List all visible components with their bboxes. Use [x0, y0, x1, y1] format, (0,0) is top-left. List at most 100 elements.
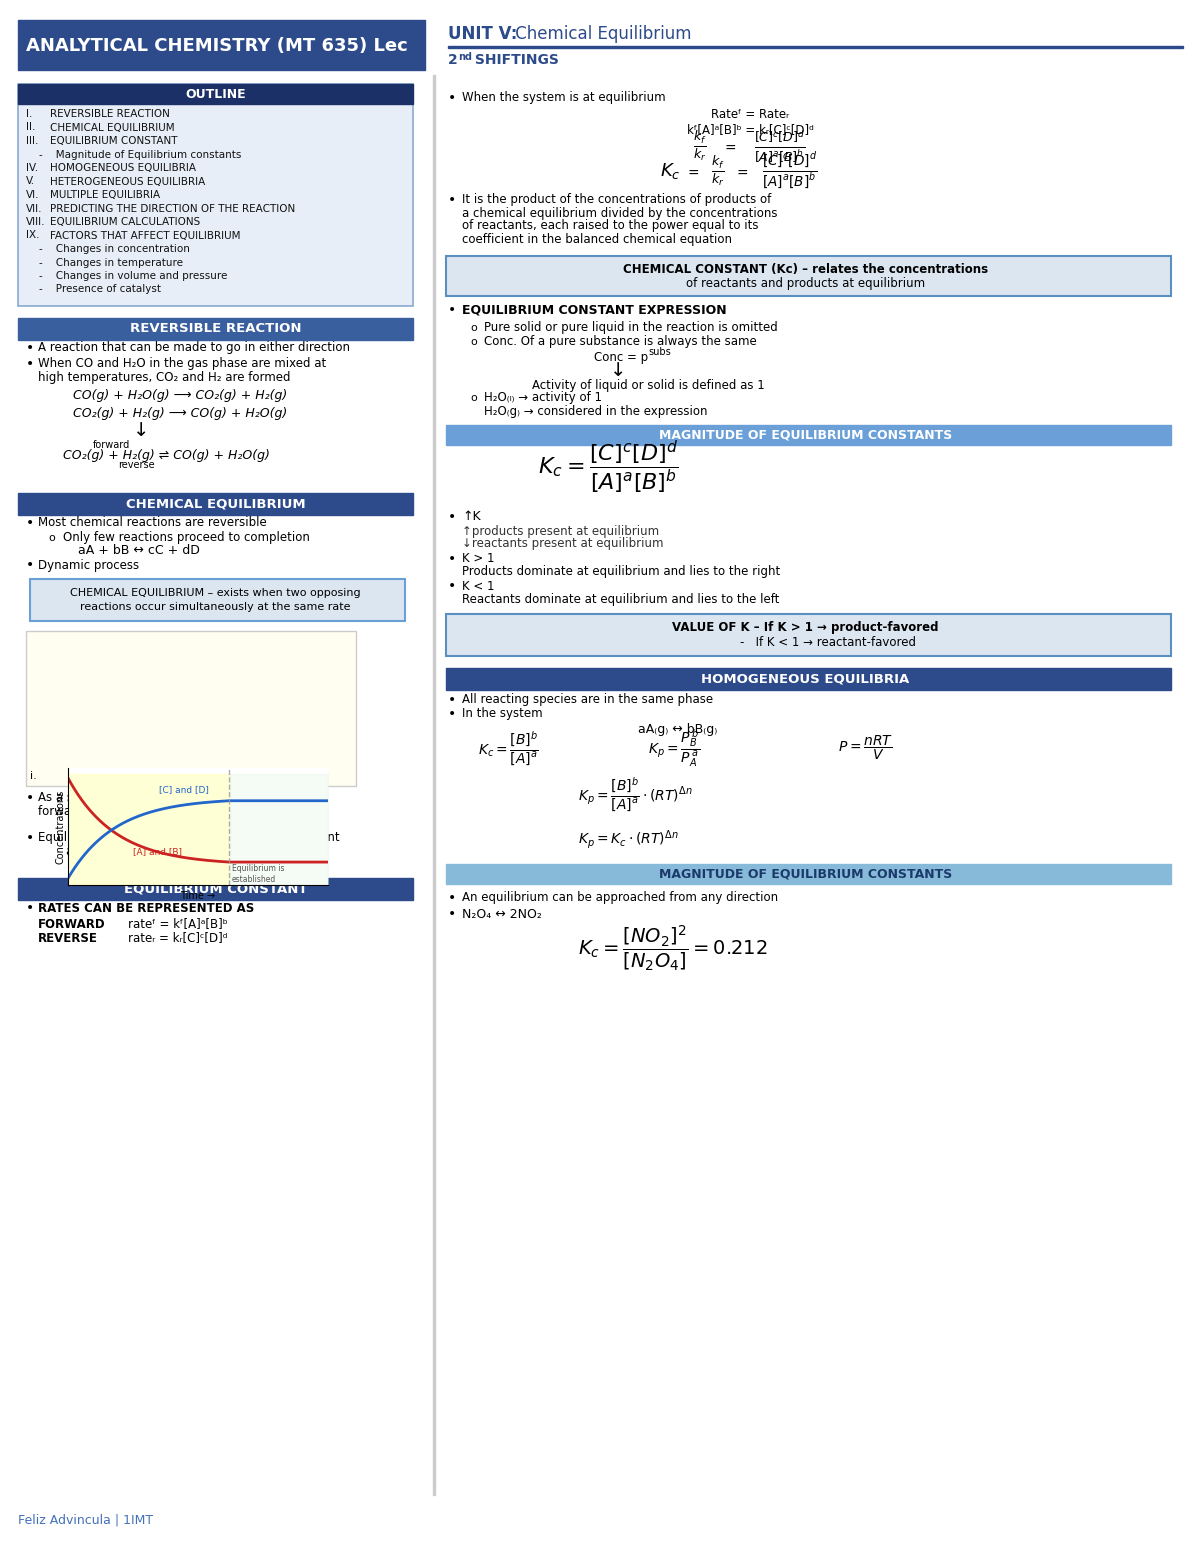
Bar: [30, 579, 406, 621]
Text: IX.: IX.: [26, 230, 40, 241]
Text: rateᵣ = kᵣ[C]ᶜ[D]ᵈ: rateᵣ = kᵣ[C]ᶜ[D]ᵈ: [128, 932, 228, 944]
Text: Reactants dominate at equilibrium and lies to the left: Reactants dominate at equilibrium and li…: [462, 593, 779, 606]
Text: kᶠ[A]ᵃ[B]ᵇ = kᵣ[C]ᶜ[D]ᵈ: kᶠ[A]ᵃ[B]ᵇ = kᵣ[C]ᶜ[D]ᵈ: [686, 124, 814, 137]
Text: $\frac{k_f}{k_r}$: $\frac{k_f}{k_r}$: [712, 154, 725, 188]
Text: VI.: VI.: [26, 189, 40, 200]
Text: I.: I.: [26, 109, 32, 120]
Text: •: •: [448, 693, 456, 707]
Text: constant: constant: [102, 857, 154, 871]
Text: VII.: VII.: [26, 203, 42, 213]
Text: N₂O₄ ↔ 2NO₂: N₂O₄ ↔ 2NO₂: [462, 907, 542, 921]
Text: REVERSIBLE REACTION: REVERSIBLE REACTION: [130, 323, 301, 335]
Text: -    Changes in concentration: - Changes in concentration: [26, 244, 190, 255]
Text: •: •: [448, 303, 456, 317]
Text: and product remains: and product remains: [66, 845, 190, 857]
Text: ANALYTICAL CHEMISTRY (MT 635) Lec: ANALYTICAL CHEMISTRY (MT 635) Lec: [26, 37, 408, 54]
Text: Activity of liquid or solid is defined as 1: Activity of liquid or solid is defined a…: [532, 379, 764, 391]
Text: •: •: [26, 831, 35, 845]
X-axis label: Time →: Time →: [180, 890, 216, 901]
Text: Rateᶠ = Rateᵣ: Rateᶠ = Rateᵣ: [710, 107, 790, 121]
Text: reactions occur simultaneously at the same rate: reactions occur simultaneously at the sa…: [80, 603, 350, 612]
Text: ↓: ↓: [133, 421, 149, 441]
Text: All reacting species are in the same phase: All reacting species are in the same pha…: [462, 694, 713, 707]
Text: •: •: [26, 357, 35, 371]
Bar: [446, 426, 1171, 446]
Text: i.: i.: [30, 770, 37, 781]
Text: o: o: [470, 323, 476, 332]
Text: V.: V.: [26, 177, 35, 186]
Text: =: =: [736, 168, 748, 182]
Text: II.: II.: [26, 123, 35, 132]
Text: $K_p = \dfrac{P_B^{\,b}}{P_A^{\,a}}$: $K_p = \dfrac{P_B^{\,b}}{P_A^{\,a}}$: [648, 727, 700, 769]
Text: forward: forward: [94, 439, 131, 450]
Text: •: •: [448, 707, 456, 721]
Text: o: o: [48, 533, 55, 544]
Text: coefficient in the balanced chemical equation: coefficient in the balanced chemical equ…: [462, 233, 732, 245]
Text: As a system approaches equilibrium, both the: As a system approaches equilibrium, both…: [38, 792, 311, 804]
Text: of reactants and products at equilibrium: of reactants and products at equilibrium: [686, 278, 925, 290]
Text: o: o: [470, 337, 476, 346]
Text: MAGNITUDE OF EQUILIBRIUM CONSTANTS: MAGNITUDE OF EQUILIBRIUM CONSTANTS: [659, 868, 952, 881]
Text: ↑K: ↑K: [462, 511, 481, 523]
Text: EQUILIBRIUM CALCULATIONS: EQUILIBRIUM CALCULATIONS: [50, 217, 200, 227]
Bar: [446, 613, 1171, 655]
Text: o: o: [470, 393, 476, 402]
Text: $K_p = \dfrac{[B]^b}{[A]^a} \cdot (RT)^{\Delta n}$: $K_p = \dfrac{[B]^b}{[A]^a} \cdot (RT)^{…: [578, 775, 692, 812]
Text: aA₍g₎ ↔ bB₍g₎: aA₍g₎ ↔ bB₍g₎: [638, 724, 718, 736]
Bar: [18, 492, 413, 516]
Text: CO₂(g) + H₂(g) ⇌ CO(g) + H₂O(g): CO₂(g) + H₂(g) ⇌ CO(g) + H₂O(g): [64, 449, 270, 461]
Bar: [26, 631, 356, 786]
Text: high temperatures, CO₂ and H₂ are formed: high temperatures, CO₂ and H₂ are formed: [38, 371, 290, 384]
Bar: [446, 863, 1171, 884]
Text: HOMOGENEOUS EQUILIBRIA: HOMOGENEOUS EQUILIBRIA: [701, 672, 910, 685]
Text: Feliz Advincula | 1IMT: Feliz Advincula | 1IMT: [18, 1514, 154, 1527]
Text: MULTIPLE EQUILIBRIA: MULTIPLE EQUILIBRIA: [50, 189, 160, 200]
Text: ↓reactants present at equilibrium: ↓reactants present at equilibrium: [462, 537, 664, 550]
Text: A reaction that can be made to go in either direction: A reaction that can be made to go in eit…: [38, 342, 350, 354]
Text: CHEMICAL EQUILIBRIUM – exists when two opposing: CHEMICAL EQUILIBRIUM – exists when two o…: [70, 589, 361, 598]
Text: EQUILIBRIUM CONSTANT: EQUILIBRIUM CONSTANT: [124, 882, 307, 896]
Text: •: •: [448, 891, 456, 905]
Text: RATES CAN BE REPRESENTED AS: RATES CAN BE REPRESENTED AS: [38, 901, 254, 915]
Text: $K_c = \dfrac{[C]^c[D]^d}{[A]^a[B]^b}$: $K_c = \dfrac{[C]^c[D]^d}{[A]^a[B]^b}$: [538, 438, 678, 495]
Bar: [18, 20, 425, 70]
Text: reverse: reverse: [118, 460, 155, 471]
Text: It is the product of the concentrations of products of: It is the product of the concentrations …: [462, 194, 772, 207]
Y-axis label: Concentrations: Concentrations: [55, 789, 65, 863]
Text: •: •: [448, 579, 456, 593]
Text: Only few reactions proceed to completion: Only few reactions proceed to completion: [64, 531, 310, 545]
Text: rateᶠ = kᶠ[A]ᵃ[B]ᵇ: rateᶠ = kᶠ[A]ᵃ[B]ᵇ: [128, 918, 228, 930]
Text: •: •: [448, 193, 456, 207]
Text: •: •: [448, 907, 456, 921]
Text: $\frac{[C]^c[D]^d}{[A]^a[B]^b}$: $\frac{[C]^c[D]^d}{[A]^a[B]^b}$: [762, 151, 818, 191]
Text: •: •: [26, 558, 35, 572]
Text: CHEMICAL CONSTANT (Kc) – relates the concentrations: CHEMICAL CONSTANT (Kc) – relates the con…: [623, 264, 988, 276]
Text: III.: III.: [26, 137, 38, 146]
Bar: [446, 668, 1171, 690]
Text: An equilibrium can be approached from any direction: An equilibrium can be approached from an…: [462, 891, 778, 904]
Text: •: •: [26, 516, 35, 530]
Text: ↑products present at equilibrium: ↑products present at equilibrium: [462, 525, 659, 537]
Text: CHEMICAL EQUILIBRIUM: CHEMICAL EQUILIBRIUM: [126, 497, 305, 511]
Text: H₂O₍g₎ → considered in the expression: H₂O₍g₎ → considered in the expression: [484, 405, 708, 418]
Text: PREDICTING THE DIRECTION OF THE REACTION: PREDICTING THE DIRECTION OF THE REACTION: [50, 203, 295, 213]
Text: CO₂(g) + H₂(g) ⟶ CO(g) + H₂O(g): CO₂(g) + H₂(g) ⟶ CO(g) + H₂O(g): [73, 407, 287, 421]
Bar: [18, 84, 413, 306]
Text: $\frac{[C]^c[D]^d}{[A]^a[B]^b}$: $\frac{[C]^c[D]^d}{[A]^a[B]^b}$: [755, 129, 805, 163]
Text: HETEROGENEOUS EQUILIBRIA: HETEROGENEOUS EQUILIBRIA: [50, 177, 205, 186]
Text: $K_p = K_c \cdot (RT)^{\Delta n}$: $K_p = K_c \cdot (RT)^{\Delta n}$: [578, 829, 678, 851]
Text: Chemical Equilibrium: Chemical Equilibrium: [510, 25, 691, 43]
Text: $P = \dfrac{nRT}{V}$: $P = \dfrac{nRT}{V}$: [838, 735, 893, 763]
Bar: [446, 256, 1171, 297]
Text: IV.: IV.: [26, 163, 38, 172]
Bar: [18, 84, 413, 104]
Text: Dynamic process: Dynamic process: [38, 559, 139, 572]
Text: REVERSIBLE REACTION: REVERSIBLE REACTION: [50, 109, 170, 120]
Text: Most chemical reactions are reversible: Most chemical reactions are reversible: [38, 517, 266, 530]
Text: Equilibrium is achieved → amount of each reactant: Equilibrium is achieved → amount of each…: [38, 831, 340, 845]
Text: •: •: [448, 509, 456, 523]
Text: [A] and [B]: [A] and [B]: [133, 846, 182, 856]
Text: In the system: In the system: [462, 708, 542, 721]
Text: $K_c = \dfrac{[B]^b}{[A]^a}$: $K_c = \dfrac{[B]^b}{[A]^a}$: [478, 730, 539, 767]
Text: =: =: [688, 168, 698, 182]
